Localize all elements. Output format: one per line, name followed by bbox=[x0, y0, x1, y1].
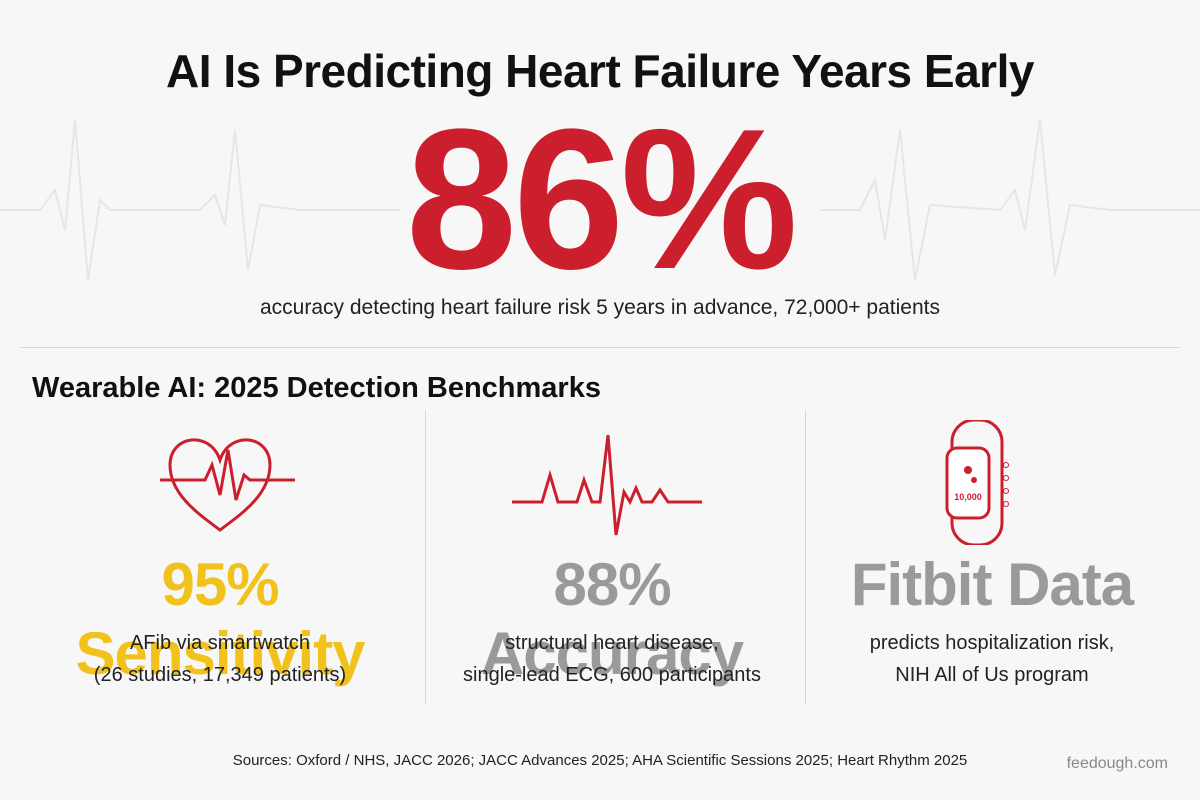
card-text: AFib via smartwatch bbox=[129, 632, 311, 654]
card-text: structural heart disease, bbox=[505, 632, 719, 654]
title: AI Is Predicting Heart Failure Years Ear… bbox=[166, 45, 1034, 97]
band-icon: 10,000 bbox=[945, 420, 1009, 545]
hero-stat: 86% bbox=[405, 88, 798, 311]
card-text: single-lead ECG, 600 participants bbox=[463, 664, 761, 686]
ecg-icon bbox=[512, 434, 702, 536]
card-stat: 88% Accuracy bbox=[480, 551, 744, 687]
column-divider bbox=[805, 410, 806, 705]
card-text: predicts hospitalization risk, bbox=[869, 632, 1115, 654]
heart-icon bbox=[160, 438, 295, 532]
column-divider bbox=[425, 410, 426, 705]
divider bbox=[20, 347, 1180, 348]
brand: feedough.com bbox=[1066, 755, 1168, 772]
card-stat: 95% Sensitivity bbox=[75, 551, 365, 687]
card-text: NIH All of Us program bbox=[895, 664, 1089, 686]
band-screen-text: 10,000 bbox=[954, 492, 982, 502]
hero-caption: accuracy detecting heart failure risk 5 … bbox=[260, 296, 940, 319]
sources: Sources: Oxford / NHS, JACC 2026; JACC A… bbox=[232, 752, 968, 769]
section-title: Wearable AI: 2025 Detection Benchmarks bbox=[32, 372, 601, 404]
card-text: (26 studies, 17,349 patients) bbox=[93, 664, 347, 686]
card-stat: Fitbit Data bbox=[850, 551, 1134, 618]
background-ecg bbox=[0, 119, 1200, 281]
